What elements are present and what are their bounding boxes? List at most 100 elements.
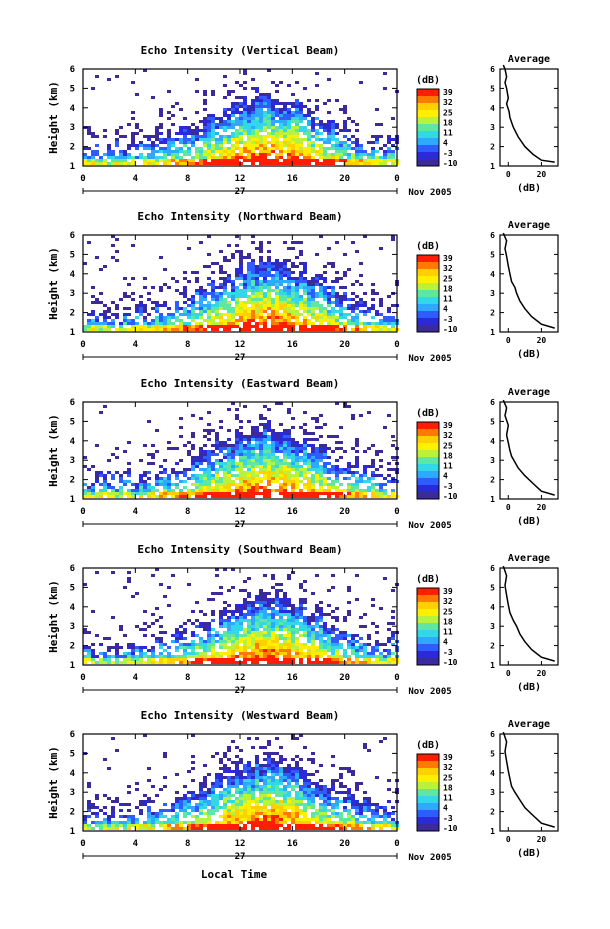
heatmap-cell (283, 658, 287, 661)
heatmap-cell (291, 619, 295, 622)
heatmap-cell (263, 616, 267, 619)
heatmap-cell (291, 450, 295, 453)
heatmap-cell (131, 244, 135, 247)
heatmap-cell (191, 643, 195, 646)
heatmap-cell (351, 319, 355, 322)
heatmap-cell (195, 483, 199, 486)
heatmap-cell (123, 153, 127, 156)
heatmap-cell (231, 782, 235, 785)
heatmap-cell (319, 147, 323, 150)
heatmap-cell (303, 277, 307, 280)
heatmap-cell (191, 325, 195, 328)
heatmap-cell (271, 773, 275, 776)
heatmap-cell (391, 658, 395, 661)
heatmap-cell (239, 495, 243, 498)
heatmap-cell (271, 301, 275, 304)
heatmap-cell (235, 610, 239, 613)
heatmap-cell (259, 144, 263, 147)
heatmap-cell (227, 652, 231, 655)
heatmap-cell (223, 313, 227, 316)
heatmap-cell (167, 135, 171, 138)
x-tick-label: 8 (185, 340, 190, 350)
heatmap-cell (295, 295, 299, 298)
heatmap-cell (203, 141, 207, 144)
heatmap-cell (319, 610, 323, 613)
heatmap-cell (295, 492, 299, 495)
heatmap-cell (203, 474, 207, 477)
heatmap-cell (163, 776, 167, 779)
heatmap-cell (235, 495, 239, 498)
heatmap-cell (275, 628, 279, 631)
heatmap-cell (243, 643, 247, 646)
average-y-tick-label: 5 (490, 250, 495, 259)
heatmap-cell (211, 598, 215, 601)
heatmap-cell (259, 283, 263, 286)
colorbar-segment (417, 103, 439, 111)
heatmap-cell (147, 453, 151, 456)
heatmap-cell (251, 468, 255, 471)
heatmap-cell (311, 144, 315, 147)
heatmap-cell (171, 316, 175, 319)
heatmap-cell (175, 631, 179, 634)
heatmap-cell (103, 129, 107, 132)
heatmap-cell (287, 429, 291, 432)
heatmap-cell (191, 159, 195, 162)
heatmap-cell (259, 655, 263, 658)
heatmap-cell (319, 613, 323, 616)
heatmap-cell (243, 634, 247, 637)
heatmap-cell (335, 435, 339, 438)
heatmap-cell (183, 468, 187, 471)
heatmap-cell (339, 646, 343, 649)
heatmap-cell (131, 824, 135, 827)
heatmap-cell (239, 283, 243, 286)
heatmap-cell (295, 655, 299, 658)
heatmap-cell (347, 661, 351, 664)
heatmap-cell (203, 310, 207, 313)
heatmap-cell (307, 625, 311, 628)
heatmap-cell (123, 655, 127, 658)
heatmap-cell (151, 818, 155, 821)
heatmap-cell (151, 307, 155, 310)
heatmap-cell (319, 295, 323, 298)
heatmap-cell (207, 319, 211, 322)
heatmap-cell (247, 797, 251, 800)
heatmap-cell (167, 821, 171, 824)
heatmap-cell (171, 815, 175, 818)
colorbar-segment (417, 255, 439, 263)
heatmap-cell (207, 815, 211, 818)
heatmap-cell (291, 265, 295, 268)
heatmap-cell (371, 604, 375, 607)
heatmap-cell (223, 625, 227, 628)
heatmap-cell (251, 435, 255, 438)
heatmap-cell (303, 322, 307, 325)
heatmap-cell (83, 162, 87, 165)
heatmap-cell (155, 489, 159, 492)
heatmap-cell (247, 147, 251, 150)
heatmap-cell (279, 117, 283, 120)
heatmap-cell (151, 489, 155, 492)
heatmap-cell (263, 628, 267, 631)
heatmap-cell (379, 328, 383, 331)
heatmap-cell (191, 144, 195, 147)
heatmap-cell (247, 117, 251, 120)
heatmap-cell (251, 129, 255, 132)
heatmap-cell (275, 147, 279, 150)
heatmap-cell (191, 622, 195, 625)
heatmap-cell (135, 328, 139, 331)
heatmap-cell (283, 492, 287, 495)
heatmap-cell (243, 637, 247, 640)
heatmap-cell (287, 411, 291, 414)
heatmap-cell (311, 156, 315, 159)
heatmap-cell (235, 277, 239, 280)
heatmap-cell (387, 319, 391, 322)
heatmap-cell (255, 156, 259, 159)
heatmap-cell (279, 111, 283, 114)
heatmap-cell (323, 453, 327, 456)
heatmap-cell (199, 492, 203, 495)
heatmap-cell (215, 803, 219, 806)
heatmap-cell (383, 144, 387, 147)
heatmap-cell (311, 304, 315, 307)
heatmap-cell (295, 483, 299, 486)
heatmap-cell (131, 111, 135, 114)
heatmap-cell (87, 328, 91, 331)
